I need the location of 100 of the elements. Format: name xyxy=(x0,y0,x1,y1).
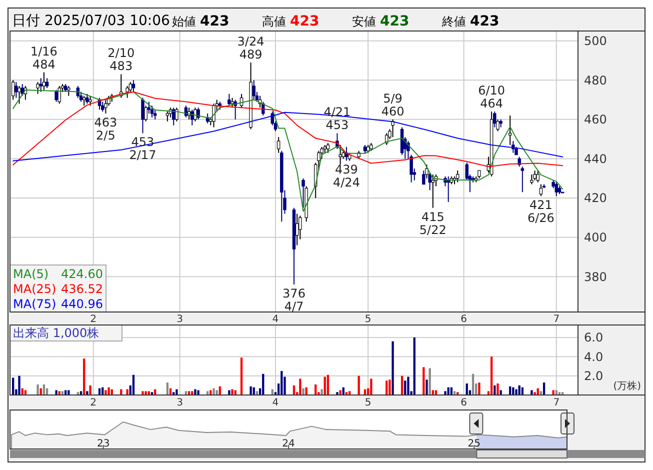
y-tick-label: 4.0 xyxy=(584,350,604,364)
candlestick xyxy=(153,109,157,120)
annotation: 439 4/24 xyxy=(333,162,360,190)
bar xyxy=(55,390,58,395)
bar xyxy=(320,389,323,395)
text: 安値 423 xyxy=(352,14,410,30)
bar xyxy=(302,388,304,395)
candlestick xyxy=(425,164,428,179)
chart-title: 日付 2025/07/03 10:06 xyxy=(12,12,170,29)
candlestick xyxy=(338,144,342,166)
candlestick xyxy=(276,136,280,154)
bar xyxy=(370,378,372,395)
bar xyxy=(83,358,86,395)
candlestick xyxy=(18,86,21,104)
candlestick xyxy=(252,80,256,100)
candlestick xyxy=(126,86,129,98)
candlestick xyxy=(422,170,426,185)
bar xyxy=(413,337,416,395)
annotation: 5/9 460 xyxy=(381,91,404,118)
x-tick-label: 2 xyxy=(90,314,97,325)
x-tick-label: 25 xyxy=(468,438,481,450)
bar xyxy=(515,389,518,395)
candlestick xyxy=(100,101,104,112)
bar xyxy=(132,374,135,395)
bar xyxy=(280,371,283,395)
bar xyxy=(530,390,533,395)
candlestick xyxy=(144,105,148,122)
bar xyxy=(36,384,39,395)
annotation: 421 6/26 xyxy=(527,198,554,226)
bar xyxy=(478,382,480,395)
text: 高値 423 xyxy=(262,14,320,30)
x-tick-label: 3 xyxy=(176,314,183,325)
y-tick-label: 6.0 xyxy=(584,330,604,345)
candlestick xyxy=(82,95,86,106)
x-tick-label: 5 xyxy=(364,314,372,325)
y-tick-label: 380 xyxy=(584,270,607,284)
x-tick-label: 7 xyxy=(553,314,560,325)
y-tick-label: 420 xyxy=(584,191,607,206)
bar xyxy=(262,374,264,395)
candlestick xyxy=(539,184,543,197)
bar xyxy=(339,390,342,395)
y-tick-label: 500 xyxy=(584,34,607,48)
bar xyxy=(534,392,536,395)
bar xyxy=(336,392,338,395)
bar xyxy=(326,374,330,395)
candlestick xyxy=(456,170,460,183)
candlestick xyxy=(150,105,154,118)
y-tick-label: 2.0 xyxy=(584,369,604,384)
annotation: 4/21 453 xyxy=(324,105,351,132)
bar xyxy=(422,367,425,395)
bar xyxy=(104,390,107,395)
annotation: 6/10 464 xyxy=(478,84,506,111)
bar xyxy=(426,380,428,395)
bar xyxy=(212,388,215,395)
bar xyxy=(108,387,110,395)
candlestick xyxy=(36,82,40,94)
bar xyxy=(240,358,243,395)
bar xyxy=(392,341,394,395)
candlestick xyxy=(302,178,305,208)
candlestick xyxy=(86,93,89,104)
bar xyxy=(197,390,200,395)
text: 始値 423 xyxy=(172,14,230,30)
bar xyxy=(500,390,502,395)
candlestick xyxy=(520,166,524,193)
candlestick xyxy=(132,80,136,92)
candlestick xyxy=(228,93,231,106)
candlestick xyxy=(431,174,435,208)
annotation: 463 2/5 xyxy=(94,116,118,143)
bar xyxy=(388,380,391,395)
bar xyxy=(512,387,514,395)
candlestick xyxy=(230,97,234,108)
candlestick xyxy=(295,213,299,246)
bar xyxy=(407,376,410,395)
x-tick-label: 7 xyxy=(553,398,560,408)
annotation: 453 2/17 xyxy=(129,135,156,162)
bar xyxy=(18,376,20,395)
candlestick xyxy=(493,111,496,128)
candlestick xyxy=(20,84,24,96)
chart-title: 出来高 1,000株 xyxy=(13,326,100,340)
candlestick xyxy=(45,78,49,88)
candlestick xyxy=(67,86,70,96)
candlestick xyxy=(326,142,330,154)
x-tick-label: 3 xyxy=(176,398,183,408)
candlestick xyxy=(428,172,432,191)
text: MA(25) 436.52 xyxy=(13,282,103,296)
bar xyxy=(12,378,14,395)
y-tick-label: 460 xyxy=(584,112,607,127)
bar xyxy=(496,383,499,395)
bar xyxy=(89,385,92,395)
bar xyxy=(472,374,474,395)
text: 終値 423 xyxy=(441,14,500,30)
candlestick xyxy=(54,89,58,102)
x-tick-label: 2 xyxy=(90,398,97,408)
annotation: 1/16 484 xyxy=(30,44,58,72)
candlestick xyxy=(175,107,178,122)
bar xyxy=(142,391,144,395)
candlestick xyxy=(496,118,500,132)
candlestick xyxy=(14,82,18,98)
x-tick-label: 5 xyxy=(364,398,372,408)
bar xyxy=(216,390,218,395)
